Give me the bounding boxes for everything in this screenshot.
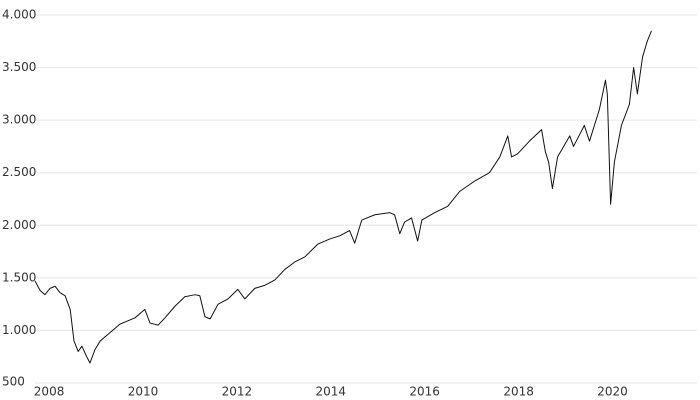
x-tick-label: 2012 (222, 385, 253, 399)
x-tick-label: 2018 (503, 385, 534, 399)
y-tick-label: 3.500 (2, 60, 36, 74)
y-tick-label: 3.000 (2, 113, 36, 127)
y-tick-label: 2.500 (2, 165, 36, 179)
y-tick-label: 2.000 (2, 218, 36, 232)
line-series (34, 30, 652, 364)
y-tick-label: 1.000 (2, 323, 36, 337)
x-tick-label: 2016 (409, 385, 440, 399)
x-tick-label: 2020 (597, 385, 628, 399)
y-tick-label: 4.000 (2, 8, 36, 22)
x-tick-label: 2014 (316, 385, 347, 399)
y-tick-label: 500 (2, 375, 25, 389)
x-tick-label: 2008 (34, 385, 65, 399)
y-tick-label: 1.500 (2, 270, 36, 284)
x-tick-label: 2010 (128, 385, 159, 399)
